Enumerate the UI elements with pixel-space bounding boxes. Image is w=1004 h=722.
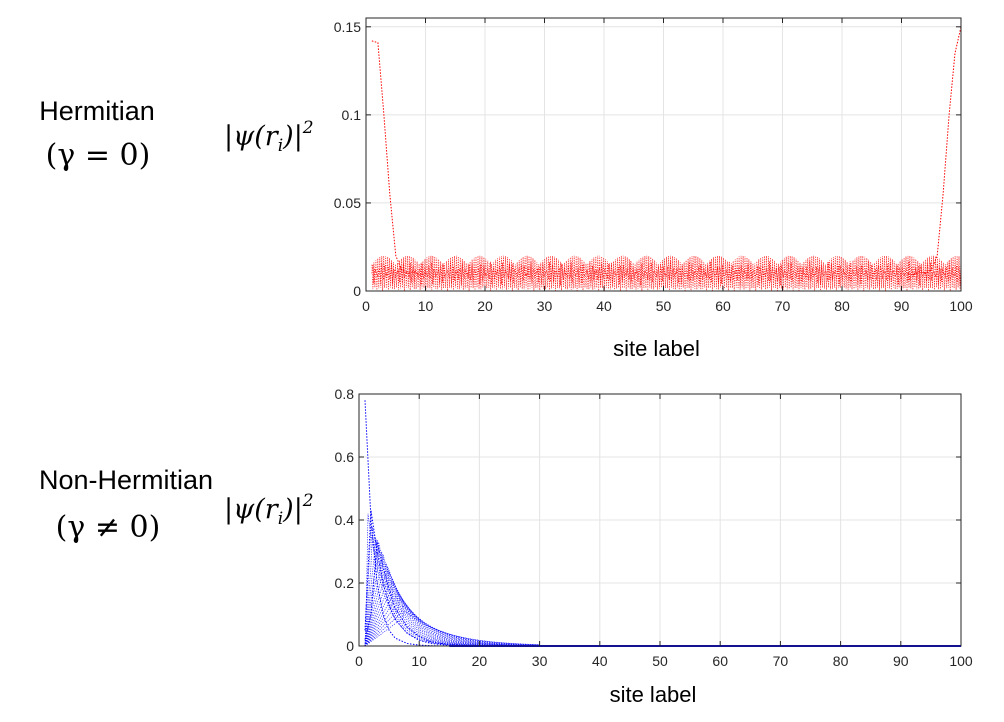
series-line: [364, 604, 540, 647]
series-line: [364, 513, 540, 647]
x-axis-label: site label: [613, 336, 700, 361]
y-tick-label: 0: [353, 283, 361, 299]
plot-hermitian: 0 10 20 30 40 50 60 70 80 90 100 0 0.05 0.1 0.15 site l…: [334, 17, 973, 361]
x-tick-label: 70: [775, 298, 791, 314]
x-tick-label: 60: [715, 298, 731, 314]
x-tick-label: 40: [596, 298, 612, 314]
x-tick-label: 50: [656, 298, 672, 314]
x-tick-label: 60: [712, 653, 728, 669]
x-tick-label: 30: [537, 298, 553, 314]
series-line: [364, 554, 540, 647]
x-tick-label: 80: [834, 298, 850, 314]
series-line: [364, 541, 961, 647]
series-line: [371, 40, 426, 276]
x-tick-label: 100: [949, 653, 973, 669]
y-tick-label: 0.1: [342, 107, 362, 123]
series-line: [907, 26, 962, 276]
x-tick-label: 0: [362, 298, 370, 314]
x-tick-label: 20: [477, 298, 493, 314]
x-tick-label: 70: [773, 653, 789, 669]
x-tick-label: 10: [418, 298, 434, 314]
series-line: [364, 593, 540, 647]
series-line: [364, 570, 540, 647]
y-tick-label: 0.4: [335, 512, 355, 528]
y-tick-label: 0.6: [335, 449, 355, 465]
band-fluctuation-line: [371, 261, 962, 286]
x-tick-label: 10: [411, 653, 427, 669]
series-line: [364, 539, 540, 647]
x-tick-label: 90: [894, 298, 910, 314]
series-line: [364, 542, 540, 647]
x-tick-label: 20: [472, 653, 488, 669]
y-tick-label: 0.15: [334, 19, 361, 35]
band-fluctuation-line: [371, 255, 962, 292]
series-line: [364, 537, 540, 647]
x-tick-label: 0: [355, 653, 363, 669]
x-tick-label: 100: [949, 298, 973, 314]
y-axis-label-bottom: |ψ(ri)|2: [224, 491, 314, 529]
row-param-non-hermitian: (γ ≠ 0): [56, 510, 161, 545]
row-title-non-hermitian: Non-Hermitian: [39, 465, 213, 495]
plot-non-hermitian: 0 10 20 30 40 50 60 70 80 90 100 0 0.2 0.4 0.6 0.8 site …: [335, 386, 973, 707]
row-param-hermitian: (γ = 0): [46, 138, 151, 173]
y-tick-label: 0.2: [335, 575, 355, 591]
y-tick-label: 0.8: [335, 386, 355, 402]
x-tick-label: 90: [893, 653, 909, 669]
row-title-hermitian: Hermitian: [39, 96, 155, 126]
series-line: [364, 563, 540, 647]
y-axis-label-top: |ψ(ri)|2: [224, 118, 314, 156]
y-tick-label: 0: [346, 638, 354, 654]
x-tick-label: 50: [652, 653, 668, 669]
x-tick-label: 30: [532, 653, 548, 669]
y-tick-label: 0.05: [334, 195, 361, 211]
series-line: [364, 588, 540, 647]
x-axis-label: site label: [610, 682, 697, 707]
series-line: [364, 581, 540, 647]
series-line: [364, 510, 961, 647]
series-line: [364, 400, 961, 647]
x-tick-label: 40: [592, 653, 608, 669]
x-tick-label: 80: [833, 653, 849, 669]
series-line: [364, 609, 540, 647]
